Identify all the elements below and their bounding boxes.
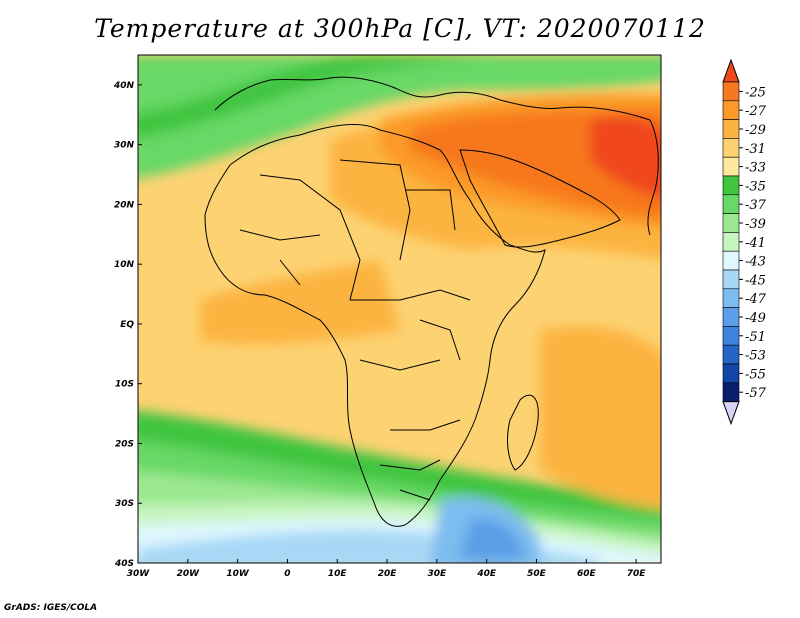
- colorbar-triangle-top: [722, 58, 740, 83]
- map-title: Temperature at 300hPa [C], VT: 202007011…: [94, 14, 706, 43]
- lat-tick-label: EQ: [120, 320, 134, 330]
- colorbar-label: -33: [745, 161, 766, 176]
- colorbar-box: [722, 288, 740, 308]
- lon-tick-label: 50E: [527, 569, 547, 579]
- colorbar-label: -47: [745, 292, 767, 307]
- lat-tick-label: 40S: [114, 559, 134, 569]
- lon-tick-label: 10E: [328, 569, 348, 579]
- colorbar-label: -35: [745, 179, 766, 194]
- lat-tick-label: 20N: [114, 200, 135, 210]
- colorbar-box: [722, 213, 740, 233]
- colorbar-box: [722, 138, 740, 158]
- colorbar-label: -25: [745, 85, 766, 100]
- colorbar-box: [722, 175, 740, 196]
- colorbar-label: -57: [745, 386, 767, 401]
- coastlines: [204, 76, 659, 527]
- colorbar-triangle-bottom: [722, 401, 740, 426]
- colorbar-box: [722, 232, 740, 252]
- plot-frame: [137, 54, 662, 564]
- lon-tick-label: 0: [284, 569, 290, 579]
- lon-tick-label: 10W: [226, 569, 250, 579]
- colorbar-box: [722, 156, 740, 177]
- colorbar-label: -45: [745, 273, 766, 288]
- lon-axis: 30W 20W 10W 0 10E 20E 30E 40E 50E 60E 70E: [127, 559, 647, 579]
- credit-text: GrADS: IGES/COLA: [4, 603, 98, 613]
- colorbar-label: -41: [745, 236, 766, 251]
- colorbar-label: -49: [745, 311, 766, 326]
- colorbar-label: -43: [745, 255, 766, 270]
- lon-tick-label: 30W: [127, 569, 151, 579]
- colorbar-label: -37: [745, 198, 767, 213]
- lat-tick-label: 40N: [113, 81, 135, 91]
- colorbar-box: [722, 100, 740, 120]
- lat-tick-label: 30N: [114, 141, 135, 151]
- temperature-field: [138, 55, 661, 563]
- colorbar-box: [722, 344, 740, 365]
- colorbar-box: [722, 363, 740, 384]
- lat-tick-label: 10S: [115, 380, 134, 390]
- colorbar-label: -31: [745, 142, 766, 157]
- colorbar-label: -51: [745, 330, 766, 345]
- colorbar-box: [722, 326, 740, 346]
- lon-tick-label: 30E: [428, 569, 448, 579]
- colorbar-label: -55: [745, 367, 766, 382]
- lat-tick-label: 10N: [114, 260, 135, 270]
- colorbar-label: -53: [745, 349, 766, 364]
- lon-tick-label: 40E: [476, 569, 497, 579]
- colorbar-box: [722, 119, 740, 139]
- colorbar-box: [722, 250, 740, 271]
- colorbar: -25 -27 -29 -31 -33 -35 -37 -39 -41 -43 -45 -47 -49 -…: [722, 58, 767, 426]
- colorbar-label: -27: [745, 104, 767, 119]
- lon-tick-label: 60E: [577, 569, 597, 579]
- lon-tick-label: 70E: [627, 569, 647, 579]
- colorbar-label: -29: [745, 123, 766, 138]
- colorbar-box: [722, 81, 740, 102]
- lon-tick-label: 20E: [378, 569, 398, 579]
- colorbar-box: [722, 269, 740, 290]
- lon-tick-label: 20W: [177, 569, 201, 579]
- colorbar-box: [722, 307, 740, 327]
- colorbar-box: [722, 382, 740, 402]
- lat-tick-label: 30S: [115, 499, 134, 509]
- lat-tick-label: 20S: [115, 439, 134, 449]
- colorbar-box: [722, 194, 740, 214]
- lat-axis: 40N 30N 20N 10N EQ 10S 20S 30S 40S: [113, 81, 142, 569]
- colorbar-label: -39: [745, 217, 766, 232]
